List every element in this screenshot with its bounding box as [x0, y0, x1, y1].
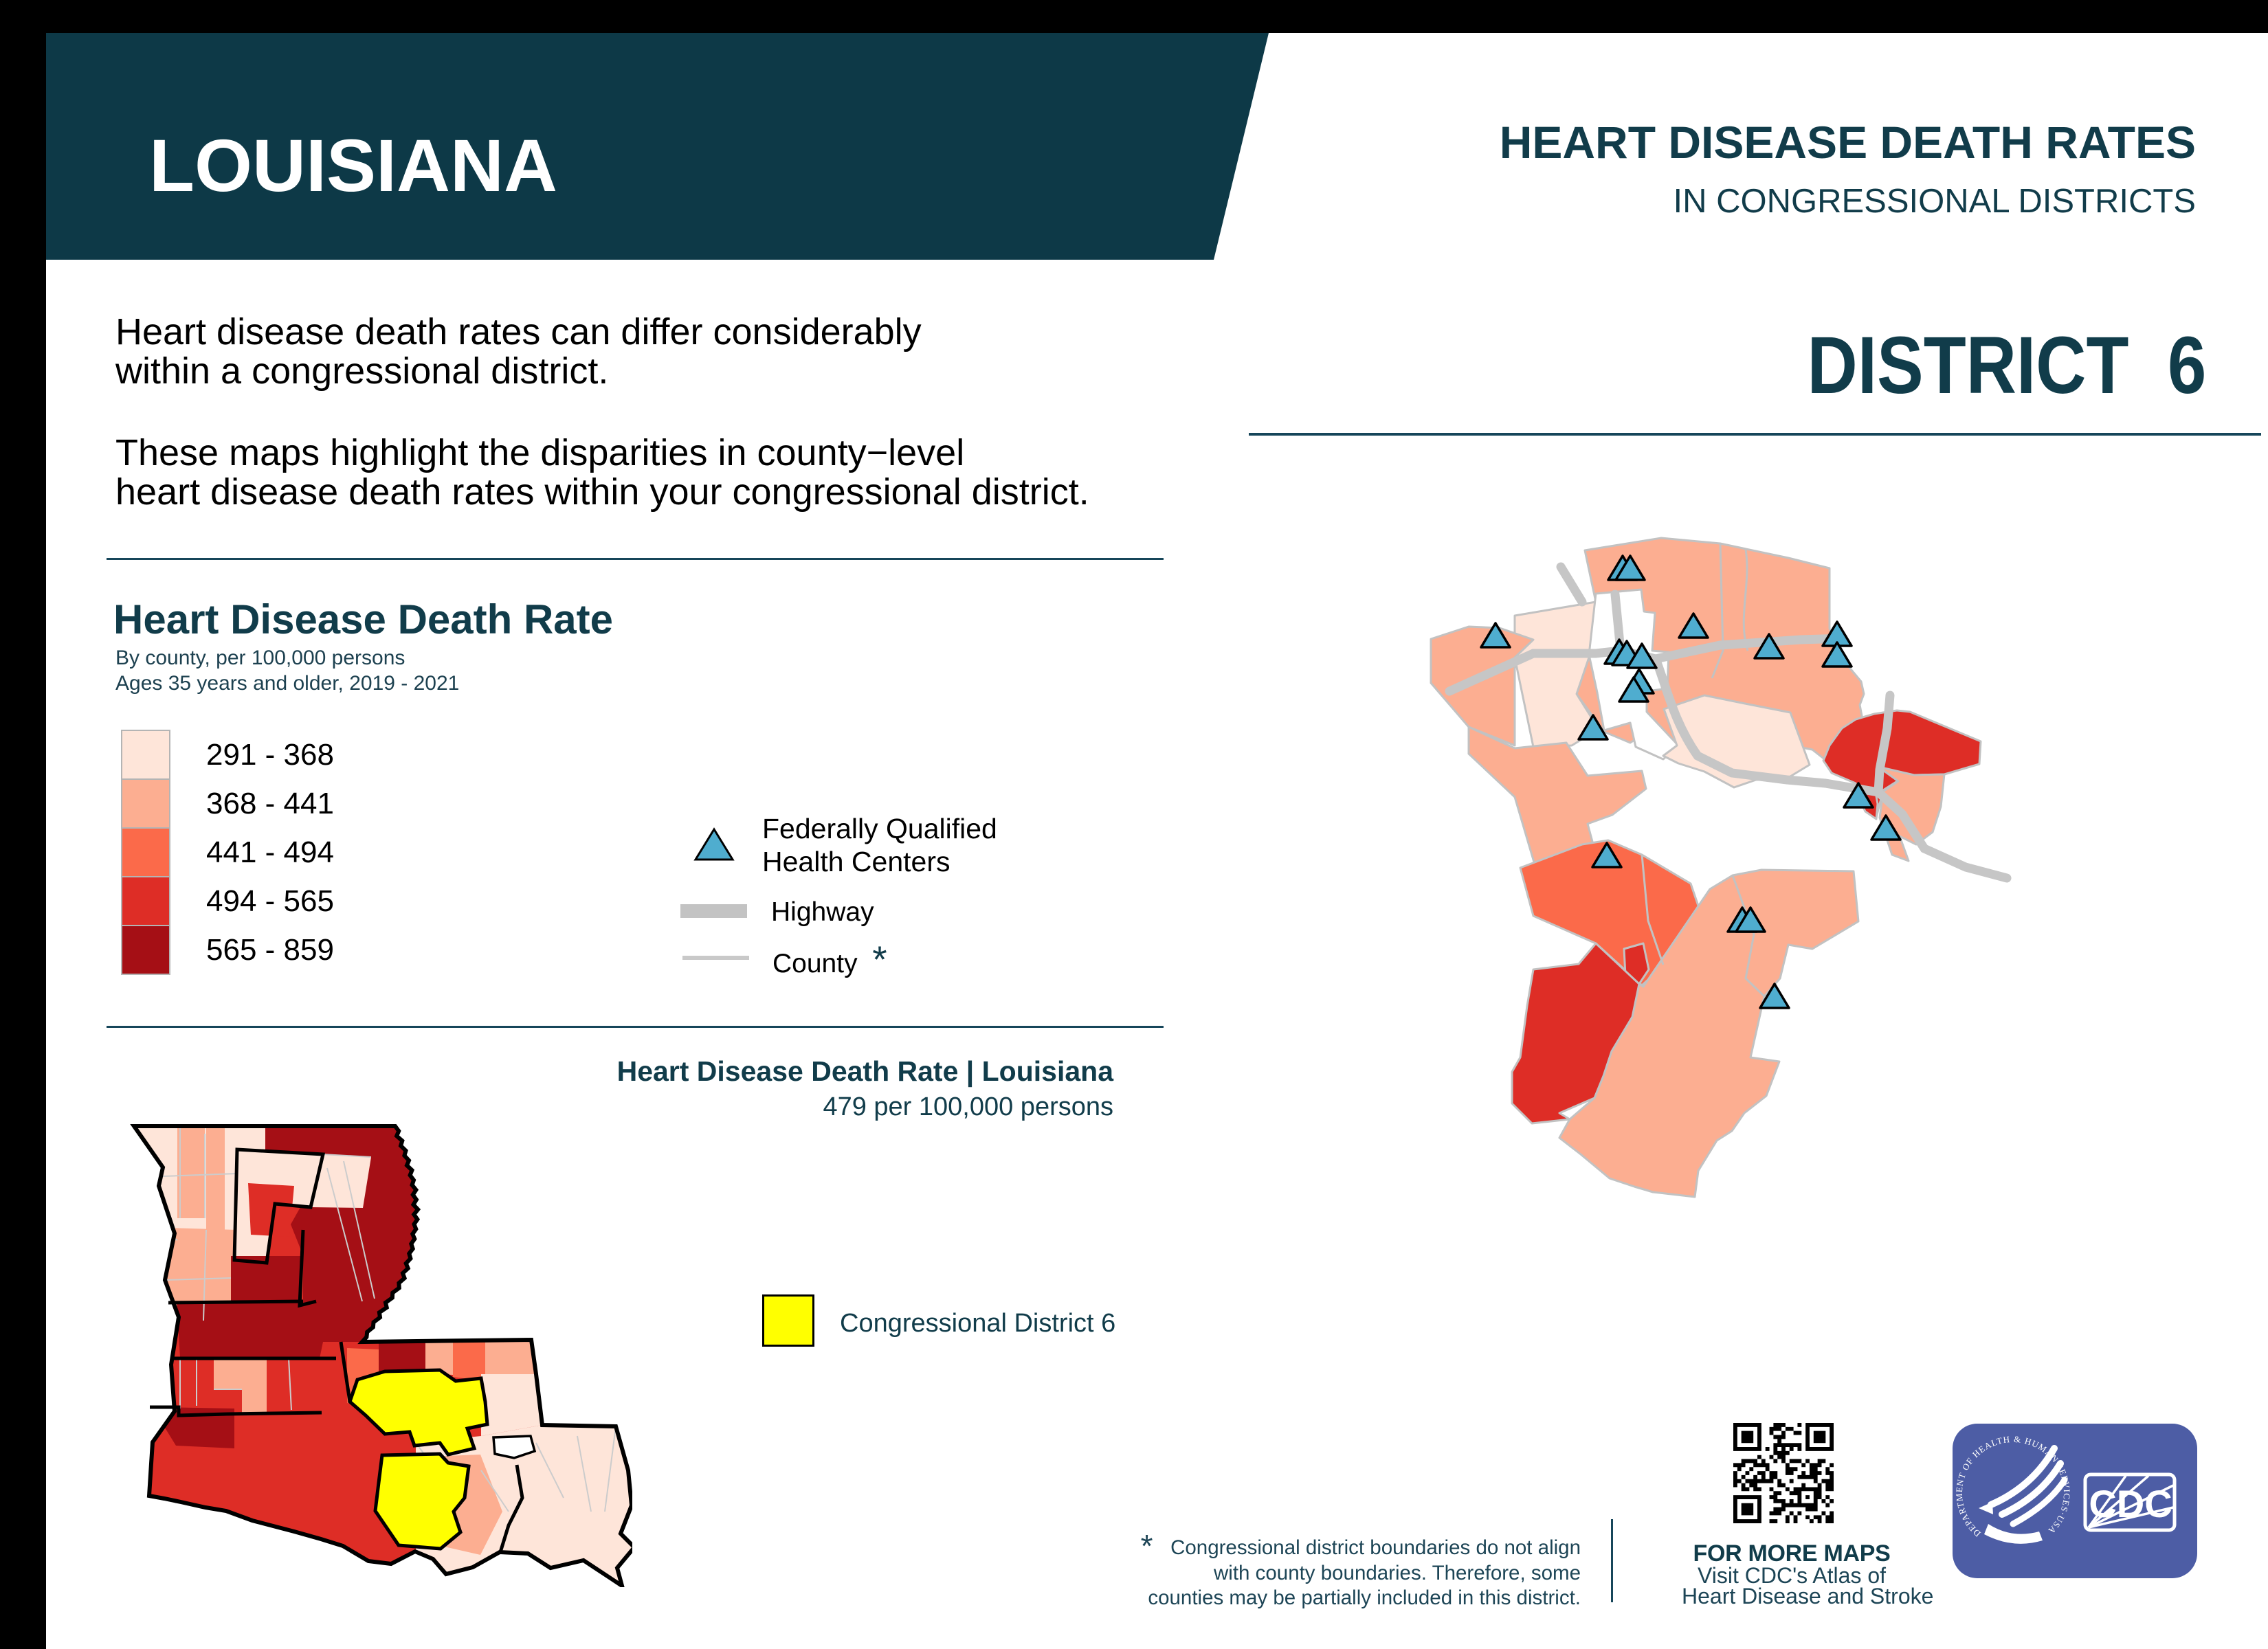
svg-text:CDC: CDC	[2089, 1482, 2172, 1525]
